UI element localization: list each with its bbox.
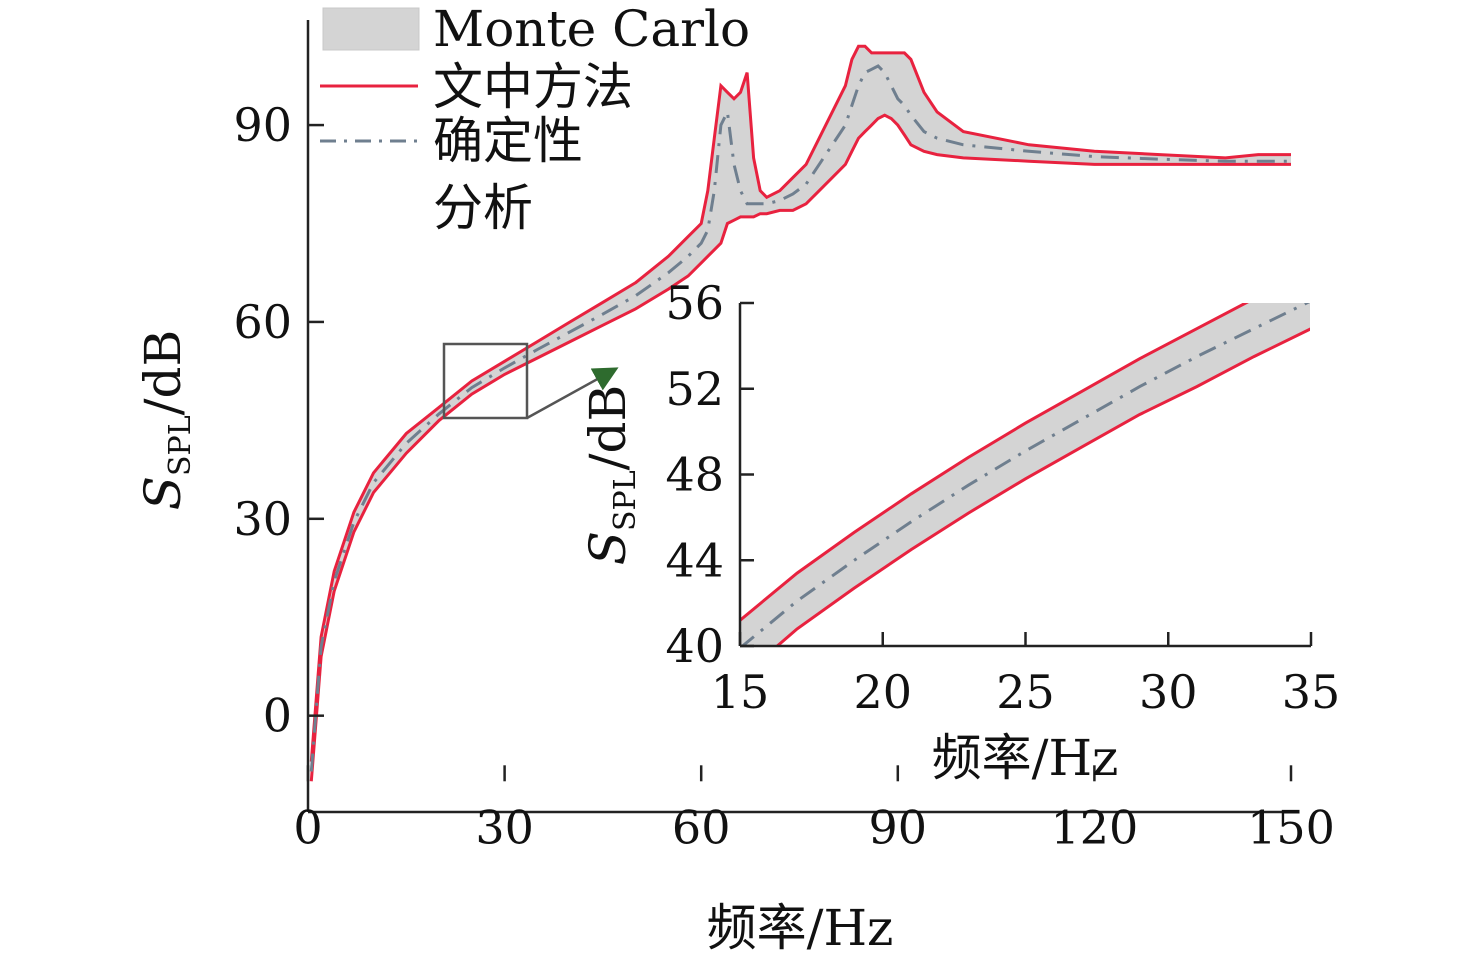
inset-deterministic-line [741,303,1310,645]
inset-y-tick-label: 44 [665,533,724,587]
inset-lines-layer [740,303,1310,645]
inset-x-tick-label: 30 [1139,665,1198,719]
main-method-lower-line [309,113,1291,782]
legend-label-deterministic-line2: 分析 [433,179,533,237]
inset-monte-carlo-band [740,303,1310,645]
main-y-axis-title: SSPL/dB [134,330,198,511]
inset-y-axis-symbol: S [579,531,637,565]
legend: Monte Carlo 文中方法 确定性 分析 [320,0,750,237]
legend-label-monte-carlo: Monte Carlo [433,0,750,58]
main-x-tick-label: 150 [1247,800,1335,854]
main-y-tick-label: 30 [233,492,292,546]
inset-y-tick-label: 48 [665,448,724,502]
main-y-ticks: 0 30 60 90 [233,98,324,743]
main-band-layer [311,46,1291,782]
inset-y-axis-title: SSPL/dB [579,385,643,566]
inset-y-tick-label: 52 [665,362,724,416]
inset-y-axis-subscript: SPL [608,470,643,531]
inset-y-axis-unit: /dB [579,385,637,471]
main-x-tick-label: 30 [475,800,534,854]
inset-x-tick-label: 15 [711,665,770,719]
legend-label-deterministic-line1: 确定性 [433,112,583,170]
inset-y-tick-label: 40 [665,619,724,673]
legend-swatch-monte-carlo [322,7,420,51]
main-method-upper-line [309,44,1291,762]
legend-label-method: 文中方法 [433,58,633,116]
inset-x-ticks: 15 20 25 30 35 [711,632,1341,719]
main-deterministic-line [309,64,1291,772]
inset-y-ticks: 40 44 48 52 56 [665,276,754,673]
main-y-tick-label: 60 [233,295,292,349]
inset-y-tick-label: 56 [665,276,724,330]
main-y-axis-symbol: S [134,476,192,510]
zoom-box [442,342,529,420]
inset-method-lower-line [776,327,1310,645]
main-y-axis-unit: /dB [134,330,192,416]
main-x-ticks: 0 30 60 90 120 150 [293,765,1335,854]
main-x-axis-title: 频率/Hz [707,899,894,957]
main-x-tick-label: 60 [672,800,731,854]
inset-x-axis-title: 频率/Hz [932,729,1119,787]
inset-x-tick-label: 35 [1282,665,1341,719]
zoom-connector-line [526,367,619,420]
inset-method-upper-line [740,303,1249,622]
main-y-axis-subscript: SPL [163,415,198,476]
inset-x-tick-label: 25 [996,665,1055,719]
main-x-tick-label: 120 [1050,800,1138,854]
inset-x-tick-label: 20 [853,665,912,719]
main-monte-carlo-band [311,46,1291,782]
main-y-tick-label: 90 [233,98,292,152]
inset-band-layer [740,303,1310,645]
main-x-tick-label: 90 [869,800,928,854]
main-x-tick-label: 0 [293,800,322,854]
inset-plot: 15 20 25 30 35 40 44 48 52 56 频率/Hz SSPL/dB [579,276,1341,787]
main-y-tick-label: 0 [263,689,292,743]
main-lines-layer [309,44,1291,782]
